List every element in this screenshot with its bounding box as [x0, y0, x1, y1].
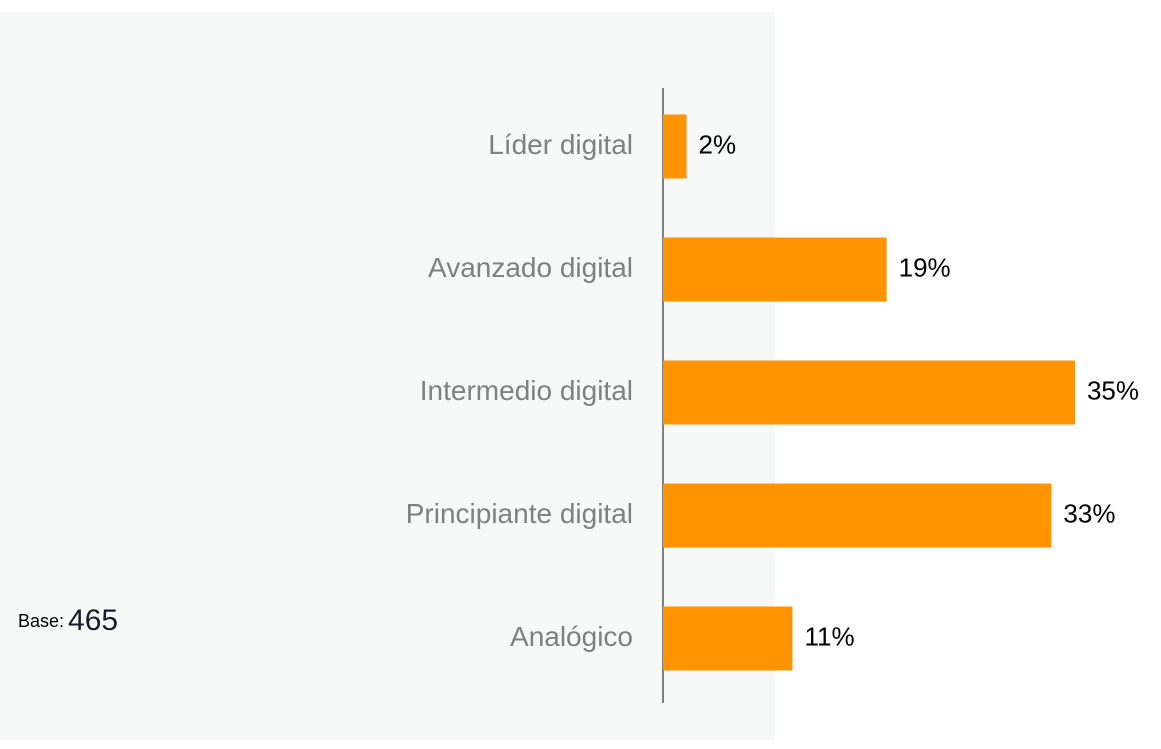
bar — [663, 483, 1052, 548]
category-label: Líder digital — [488, 129, 633, 160]
value-label: 2% — [699, 129, 737, 159]
base-annotation: Base: 465 — [18, 604, 118, 637]
category-label: Avanzado digital — [428, 252, 633, 283]
bar — [663, 114, 687, 179]
category-label: Analógico — [510, 621, 633, 652]
value-label: 33% — [1063, 498, 1115, 528]
base-label: Base: — [18, 611, 64, 631]
bar — [663, 237, 887, 302]
value-label: 35% — [1087, 375, 1139, 405]
bar — [663, 606, 793, 671]
value-label: 11% — [804, 621, 854, 651]
panel — [0, 12, 775, 740]
value-label: 19% — [899, 252, 951, 282]
category-label: Principiante digital — [406, 498, 633, 529]
bar — [663, 360, 1075, 425]
category-label: Intermedio digital — [420, 375, 633, 406]
base-value: 465 — [68, 604, 118, 637]
